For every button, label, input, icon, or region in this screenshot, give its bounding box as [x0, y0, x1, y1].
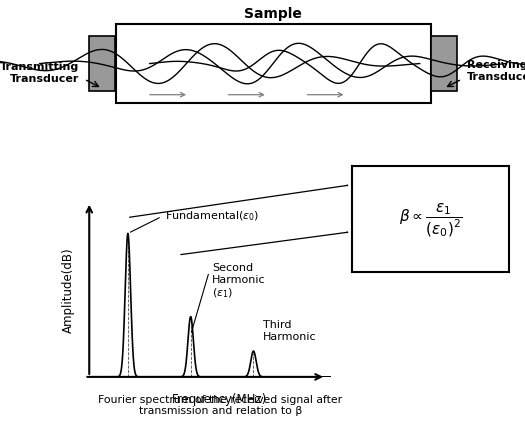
Text: $\beta \propto \dfrac{\varepsilon_1}{(\varepsilon_0)^2}$: $\beta \propto \dfrac{\varepsilon_1}{(\v…: [399, 201, 462, 238]
Bar: [89, 37, 116, 92]
Text: Third
Harmonic: Third Harmonic: [263, 320, 317, 341]
Text: Fourier spectrum of the received signal after
transmission and relation to β: Fourier spectrum of the received signal …: [99, 394, 342, 415]
Text: Frequency(MHz): Frequency(MHz): [172, 392, 267, 405]
Text: Amplitude(dB): Amplitude(dB): [61, 247, 75, 332]
Text: Sample: Sample: [244, 7, 302, 21]
Text: Receiving
Transducer: Receiving Transducer: [467, 60, 525, 82]
Bar: [116, 25, 430, 104]
Text: Transmitting
Transducer: Transmitting Transducer: [0, 61, 79, 84]
Bar: [430, 37, 457, 92]
Text: Second
Harmonic
($\varepsilon_1$): Second Harmonic ($\varepsilon_1$): [192, 262, 266, 332]
Text: Fundamental($\varepsilon_0$): Fundamental($\varepsilon_0$): [130, 209, 259, 233]
